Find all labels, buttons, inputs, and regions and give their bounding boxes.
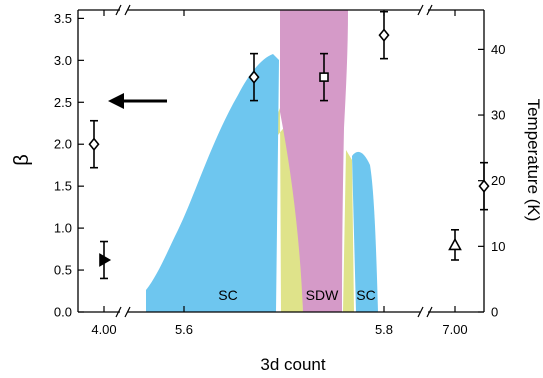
tick-labels: 0.0 0.5 1.0 1.5 2.0 2.5 3.0 3.5 0 10 20 30 40 4.00 5.6… [54, 11, 506, 337]
x-tick-label: 5.8 [375, 322, 393, 337]
left-y-tick-label: 1.0 [54, 221, 72, 236]
data-point-square-open [319, 52, 329, 102]
right-y-tick-label: 0 [491, 305, 498, 320]
data-point-diamond-open [378, 10, 390, 60]
region-label-sc-right: SC [356, 287, 375, 303]
x-tick-label: 7.00 [442, 322, 467, 337]
marker [88, 137, 100, 151]
left-y-tick-label: 1.5 [54, 179, 72, 194]
sdw-region [280, 10, 348, 312]
data-points [88, 10, 490, 280]
data-point-diamond-open [88, 119, 100, 169]
sc-region-left [146, 54, 279, 312]
left-y-tick-label: 3.5 [54, 11, 72, 26]
coexistence-region-right [343, 150, 354, 312]
x-axis-title: 3d count [260, 355, 325, 374]
left-y-tick-label: 2.5 [54, 95, 72, 110]
marker [248, 70, 260, 84]
right-y-tick-label: 10 [491, 239, 505, 254]
right-y-tick-label: 40 [491, 42, 505, 57]
data-point-triangle-right-filled [99, 240, 112, 280]
phase-regions [146, 10, 378, 312]
right-axis-title: Temperature (K) [524, 99, 543, 222]
marker [478, 179, 490, 193]
marker [378, 28, 390, 42]
left-y-tick-label: 0.0 [54, 305, 72, 320]
x-tick-label: 5.6 [175, 322, 193, 337]
data-point-diamond-open [248, 52, 260, 102]
sc-region-right [352, 151, 378, 312]
left-y-tick-label: 0.5 [54, 263, 72, 278]
right-y-tick-label: 20 [491, 173, 505, 188]
left-arrow-icon [108, 93, 167, 109]
right-y-tick-label: 30 [491, 108, 505, 123]
data-point-triangle-open [448, 228, 462, 261]
left-y-tick-label: 2.0 [54, 137, 72, 152]
marker [448, 237, 462, 251]
marker [319, 72, 329, 82]
marker [99, 253, 112, 267]
data-point-diamond-open [478, 161, 490, 211]
region-label-sc-left: SC [218, 287, 237, 303]
x-tick-label: 4.00 [91, 322, 116, 337]
left-axis-title: β [11, 154, 33, 166]
left-y-tick-label: 3.0 [54, 53, 72, 68]
axis-break-marks [115, 4, 433, 318]
region-label-sdw: SDW [306, 287, 339, 303]
